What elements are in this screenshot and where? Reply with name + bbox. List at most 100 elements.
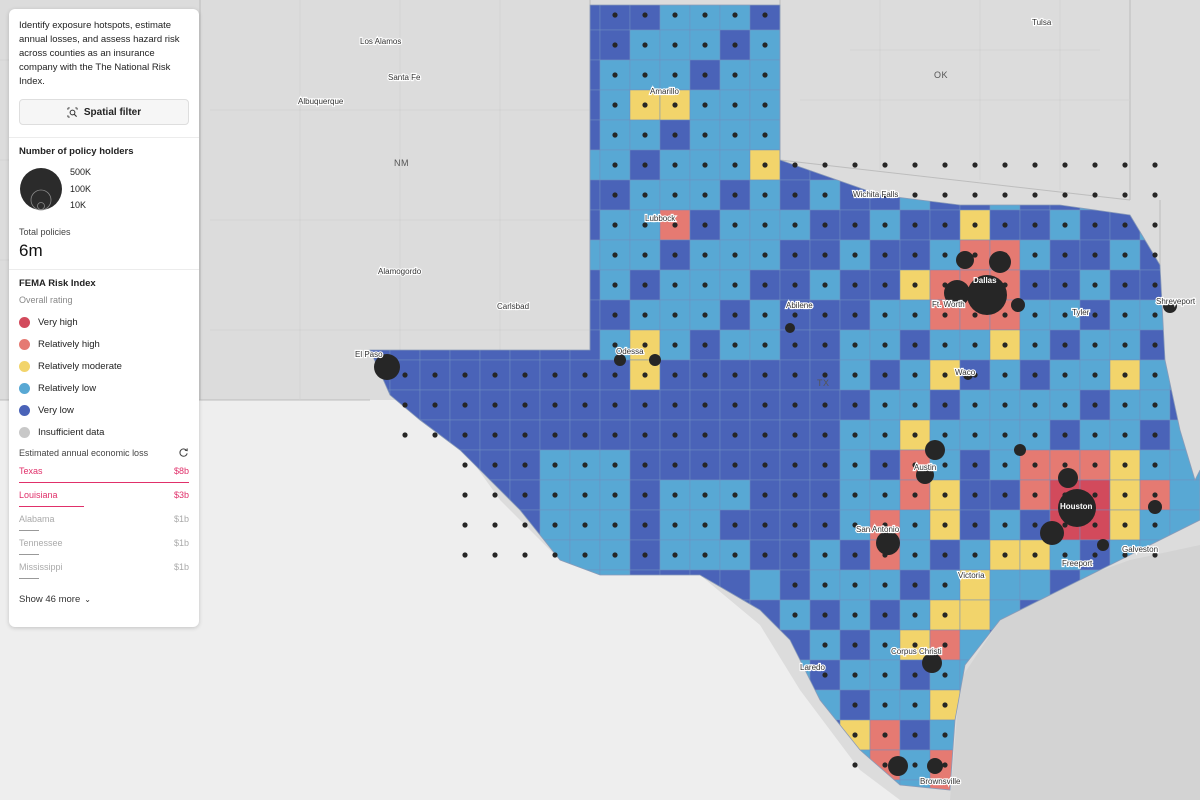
county-policy-dot[interactable] [1092, 402, 1098, 408]
county-policy-dot[interactable] [852, 672, 858, 678]
county-policy-dot[interactable] [492, 432, 498, 438]
county-policy-dot[interactable] [882, 162, 888, 168]
county-policy-dot[interactable] [942, 672, 948, 678]
county-policy-dot[interactable] [942, 252, 948, 258]
county-policy-dot[interactable] [852, 282, 858, 288]
county-policy-dot[interactable] [762, 132, 768, 138]
county-policy-dot[interactable] [702, 132, 708, 138]
county-policy-dot[interactable] [852, 342, 858, 348]
metro-policy-bubble[interactable] [1040, 521, 1064, 545]
county-policy-dot[interactable] [792, 612, 798, 618]
county-policy-dot[interactable] [912, 492, 918, 498]
county-policy-dot[interactable] [792, 222, 798, 228]
county-policy-dot[interactable] [822, 582, 828, 588]
county-policy-dot[interactable] [912, 702, 918, 708]
county-policy-dot[interactable] [1062, 462, 1068, 468]
county[interactable] [929, 779, 961, 800]
county-policy-dot[interactable] [762, 252, 768, 258]
county-policy-dot[interactable] [702, 552, 708, 558]
county-policy-dot[interactable] [552, 522, 558, 528]
county-policy-dot[interactable] [612, 552, 618, 558]
county-policy-dot[interactable] [642, 552, 648, 558]
county-policy-dot[interactable] [882, 222, 888, 228]
county-policy-dot[interactable] [522, 462, 528, 468]
county-policy-dot[interactable] [882, 612, 888, 618]
county-policy-dot[interactable] [1122, 372, 1128, 378]
county-policy-dot[interactable] [732, 312, 738, 318]
county-policy-dot[interactable] [1062, 282, 1068, 288]
metro-policy-bubble[interactable] [916, 466, 934, 484]
county-policy-dot[interactable] [1002, 402, 1008, 408]
county-policy-dot[interactable] [882, 732, 888, 738]
county-policy-dot[interactable] [822, 612, 828, 618]
county-policy-dot[interactable] [852, 492, 858, 498]
county-policy-dot[interactable] [942, 642, 948, 648]
county-policy-dot[interactable] [882, 342, 888, 348]
county-policy-dot[interactable] [1122, 462, 1128, 468]
county-policy-dot[interactable] [1092, 372, 1098, 378]
county-policy-dot[interactable] [852, 402, 858, 408]
county-policy-dot[interactable] [732, 72, 738, 78]
county[interactable] [989, 569, 1021, 601]
county-policy-dot[interactable] [642, 222, 648, 228]
county-policy-dot[interactable] [402, 372, 408, 378]
county-policy-dot[interactable] [822, 282, 828, 288]
county-policy-dot[interactable] [1032, 372, 1038, 378]
county-policy-dot[interactable] [1122, 522, 1128, 528]
county-policy-dot[interactable] [582, 432, 588, 438]
county-policy-dot[interactable] [1122, 192, 1128, 198]
county[interactable] [779, 539, 811, 571]
county-policy-dot[interactable] [1062, 162, 1068, 168]
county-policy-dot[interactable] [462, 462, 468, 468]
county-policy-dot[interactable] [522, 402, 528, 408]
county-policy-dot[interactable] [972, 342, 978, 348]
county-policy-dot[interactable] [882, 492, 888, 498]
county-policy-dot[interactable] [642, 12, 648, 18]
county-policy-dot[interactable] [1122, 402, 1128, 408]
legend-item[interactable]: Relatively moderate [19, 355, 189, 377]
county-policy-dot[interactable] [552, 372, 558, 378]
county-policy-dot[interactable] [432, 372, 438, 378]
county-policy-dot[interactable] [1122, 432, 1128, 438]
county-policy-dot[interactable] [1032, 252, 1038, 258]
county-policy-dot[interactable] [1032, 522, 1038, 528]
county-policy-dot[interactable] [1002, 462, 1008, 468]
county-policy-dot[interactable] [972, 312, 978, 318]
county-policy-dot[interactable] [612, 462, 618, 468]
metro-policy-bubble[interactable] [1058, 489, 1096, 527]
county-policy-dot[interactable] [552, 492, 558, 498]
county-policy-dot[interactable] [942, 402, 948, 408]
county-policy-dot[interactable] [522, 432, 528, 438]
county-policy-dot[interactable] [702, 72, 708, 78]
county-policy-dot[interactable] [972, 432, 978, 438]
county-policy-dot[interactable] [672, 72, 678, 78]
county-policy-dot[interactable] [1032, 492, 1038, 498]
county-policy-dot[interactable] [612, 282, 618, 288]
county-policy-dot[interactable] [762, 102, 768, 108]
county-policy-dot[interactable] [822, 342, 828, 348]
county-policy-dot[interactable] [462, 522, 468, 528]
metro-policy-bubble[interactable] [876, 531, 900, 555]
county-policy-dot[interactable] [852, 192, 858, 198]
county-policy-dot[interactable] [612, 222, 618, 228]
county-policy-dot[interactable] [1122, 342, 1128, 348]
county-policy-dot[interactable] [1032, 162, 1038, 168]
county-policy-dot[interactable] [612, 162, 618, 168]
county-policy-dot[interactable] [642, 492, 648, 498]
county-policy-dot[interactable] [732, 462, 738, 468]
metro-policy-bubble[interactable] [967, 275, 1007, 315]
county-policy-dot[interactable] [612, 42, 618, 48]
county-policy-dot[interactable] [762, 462, 768, 468]
county-policy-dot[interactable] [882, 432, 888, 438]
county-policy-dot[interactable] [492, 492, 498, 498]
county-policy-dot[interactable] [612, 12, 618, 18]
county-policy-dot[interactable] [612, 132, 618, 138]
county-policy-dot[interactable] [702, 222, 708, 228]
county-policy-dot[interactable] [882, 282, 888, 288]
metro-policy-bubble[interactable] [1014, 444, 1026, 456]
county-policy-dot[interactable] [642, 432, 648, 438]
county-policy-dot[interactable] [702, 492, 708, 498]
metro-policy-bubble[interactable] [1163, 299, 1177, 313]
county-policy-dot[interactable] [462, 372, 468, 378]
county-policy-dot[interactable] [792, 432, 798, 438]
